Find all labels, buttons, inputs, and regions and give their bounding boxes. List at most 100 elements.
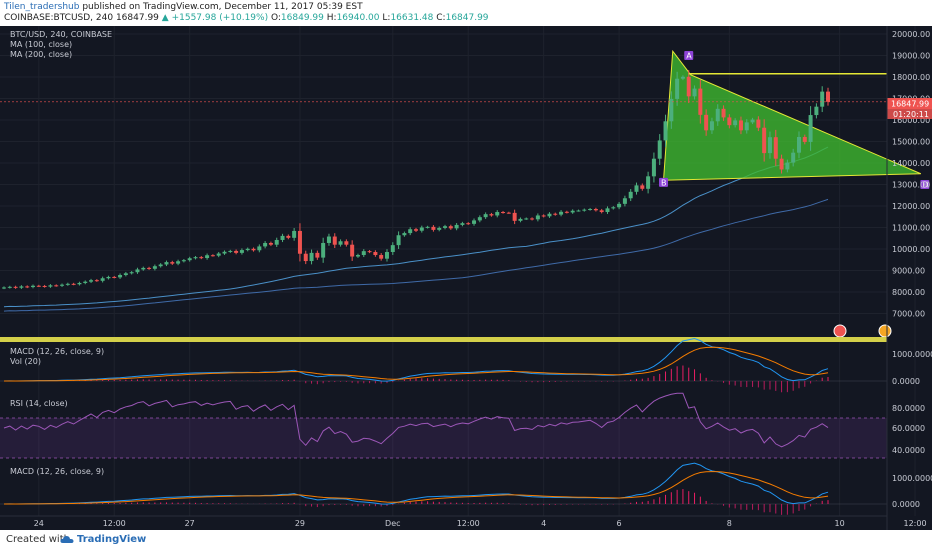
candle-body bbox=[588, 209, 593, 211]
event-flag-icon[interactable] bbox=[833, 324, 847, 338]
candle-body bbox=[506, 212, 511, 214]
candle-body bbox=[239, 250, 244, 253]
pattern-label-b: B bbox=[661, 178, 667, 187]
candle-body bbox=[19, 286, 24, 288]
time-tick-label: 4 bbox=[541, 519, 546, 528]
candle-body bbox=[361, 251, 366, 256]
macd1-legend: MACD (12, 26, close, 9) bbox=[10, 347, 104, 356]
pattern-point-a[interactable] bbox=[684, 51, 694, 60]
candle-body bbox=[721, 108, 726, 118]
price-tick-label: 7000.00 bbox=[892, 310, 925, 319]
candle-body bbox=[495, 212, 500, 216]
candle-body bbox=[762, 127, 767, 154]
candle-body bbox=[744, 122, 749, 131]
chart-canvas[interactable]: A B D 7000.00 8000.00 9000.00 10000.00 11000… bbox=[0, 26, 932, 530]
candle-body bbox=[297, 230, 302, 254]
candle-body bbox=[367, 251, 372, 253]
candle-body bbox=[13, 286, 18, 288]
candle-body bbox=[83, 281, 88, 283]
macd2-legend: MACD (12, 26, close, 9) bbox=[10, 467, 104, 476]
candle-body bbox=[7, 286, 12, 288]
price-tick-label: 14000.00 bbox=[892, 159, 930, 168]
candle-body bbox=[187, 258, 192, 261]
rsi-axis-40: 40.0000 bbox=[892, 446, 925, 455]
candle-body bbox=[773, 137, 778, 159]
candle-body bbox=[431, 226, 436, 230]
candle-body bbox=[25, 286, 30, 288]
ma100-legend: MA (100, close) bbox=[10, 40, 72, 49]
candle-body bbox=[820, 91, 825, 107]
candles bbox=[2, 70, 830, 290]
candle-body bbox=[152, 266, 157, 269]
candle-body bbox=[530, 218, 535, 220]
candle-body bbox=[309, 252, 314, 262]
pane-separator[interactable] bbox=[0, 337, 887, 342]
close-label: C: bbox=[436, 13, 446, 23]
candle-body bbox=[564, 211, 569, 213]
macd-pane-2 bbox=[0, 462, 887, 515]
candle-body bbox=[547, 213, 552, 217]
candle-body bbox=[129, 272, 134, 274]
candle-body bbox=[89, 280, 94, 282]
rsi-axis-80: 80.0000 bbox=[892, 404, 925, 413]
candle-body bbox=[48, 285, 53, 287]
candle-body bbox=[100, 278, 105, 281]
candle-body bbox=[518, 218, 523, 221]
candle-body bbox=[437, 227, 442, 230]
main-legend-title: BTC/USD, 240, COINBASE bbox=[10, 30, 112, 39]
candle-body bbox=[617, 203, 622, 208]
macd-signal-line bbox=[4, 471, 829, 505]
candle-body bbox=[489, 214, 494, 216]
candle-body bbox=[373, 252, 378, 256]
ma200-line bbox=[3, 198, 829, 312]
candle-body bbox=[344, 241, 349, 245]
candle-body bbox=[808, 115, 813, 142]
candle-body bbox=[158, 264, 163, 267]
pattern-point-b[interactable] bbox=[659, 177, 669, 187]
low-label: L: bbox=[382, 13, 391, 23]
footer: Created with TradingView bbox=[0, 530, 932, 550]
countdown-text: 01:20:11 bbox=[893, 110, 929, 119]
pattern-point-d[interactable] bbox=[920, 180, 930, 189]
candle-body bbox=[251, 248, 256, 251]
event-flag-icon-2[interactable] bbox=[878, 324, 892, 338]
tradingview-brand: TradingView bbox=[77, 534, 147, 545]
candle-body bbox=[443, 226, 448, 228]
candle-body bbox=[692, 88, 697, 97]
price-tick-label: 11000.00 bbox=[892, 224, 930, 233]
candle-body bbox=[738, 120, 743, 131]
candle-body bbox=[826, 91, 830, 102]
author-link[interactable]: Tilen_tradershub bbox=[4, 2, 80, 12]
price-tick-label: 9000.00 bbox=[892, 267, 925, 276]
candle-body bbox=[611, 207, 616, 209]
candle-body bbox=[408, 229, 413, 234]
candle-body bbox=[570, 210, 575, 213]
candle-body bbox=[559, 211, 564, 215]
high-value: 16940.00 bbox=[336, 13, 380, 23]
candle-body bbox=[164, 262, 169, 265]
candle-body bbox=[228, 250, 233, 252]
rsi-legend: RSI (14, close) bbox=[10, 399, 68, 408]
candle-body bbox=[779, 158, 784, 170]
candle-body bbox=[622, 198, 627, 204]
rsi-line bbox=[3, 392, 829, 448]
candle-body bbox=[31, 285, 36, 288]
candle-body bbox=[257, 246, 262, 251]
candle-body bbox=[709, 121, 714, 131]
time-tick-label: 10 bbox=[835, 519, 845, 528]
rsi-axis-60: 60.0000 bbox=[892, 424, 925, 433]
candle-body bbox=[2, 287, 6, 289]
candle-body bbox=[147, 267, 152, 269]
candle-body bbox=[802, 136, 807, 142]
price-badge bbox=[887, 98, 932, 109]
cloud-icon bbox=[60, 535, 74, 543]
candle-body bbox=[651, 158, 656, 177]
price-tick-label: 12000.00 bbox=[892, 202, 930, 211]
tradingview-logo[interactable]: TradingView bbox=[60, 534, 146, 545]
macd2-axis-zero: 0.0000 bbox=[892, 500, 920, 509]
price-tick-label: 19000.00 bbox=[892, 52, 930, 61]
candle-body bbox=[263, 242, 268, 247]
time-tick-label: 6 bbox=[617, 519, 622, 528]
candle-body bbox=[727, 117, 732, 126]
